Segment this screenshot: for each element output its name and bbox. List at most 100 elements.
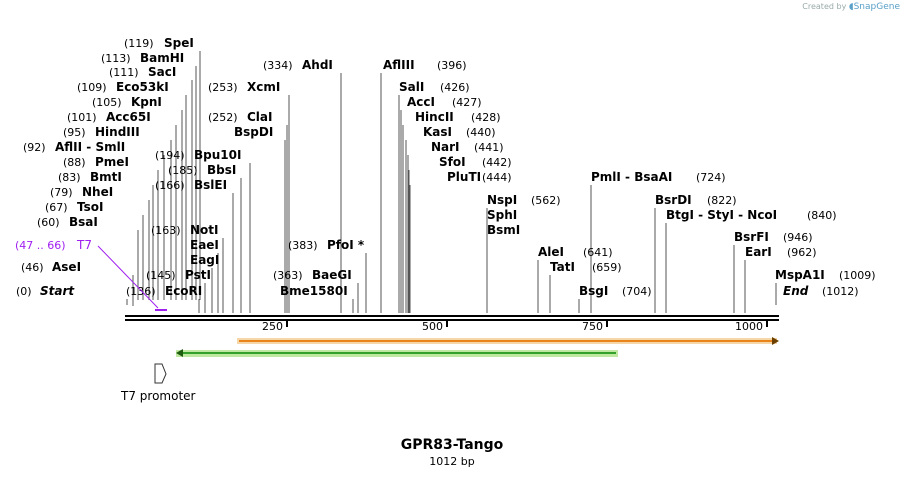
site-name-xcmi[interactable]: XcmI [247,80,280,94]
site-position-sfoi: (442) [482,156,512,169]
site-name-afliii[interactable]: AflIII [383,58,415,72]
snapgene-logo-icon: ◖ [848,2,854,12]
site-position-mspa1i: (1009) [839,269,876,282]
site-name-sfoi[interactable]: SfoI [439,155,466,169]
site-position-nspi: (562) [531,194,561,207]
site-name-aflii-smli[interactable]: AflII - SmlI [55,140,125,154]
site-name-clai[interactable]: ClaI [247,110,272,124]
site-name-nspi[interactable]: NspI [487,193,517,207]
site-name-nhei[interactable]: NheI [82,185,113,199]
site-name-bme1580i[interactable]: Bme1580I [280,284,348,298]
site-name-eaei[interactable]: EaeI [190,238,219,252]
primer-t7-range: (47 .. 66) [15,239,66,252]
site-name-ahdi[interactable]: AhdI [302,58,333,72]
site-position-asei: (46) [21,261,44,274]
site-name-spei[interactable]: SpeI [164,36,194,50]
site-name-pfoi[interactable]: PfoI * [327,238,365,252]
site-name-bsmi[interactable]: BsmI [487,223,520,237]
site-position-ecori: (136) [126,285,156,298]
site-position-aflii-smli: (92) [23,141,46,154]
site-position-tati: (659) [592,261,622,274]
site-name-tsoi[interactable]: TsoI [77,200,103,214]
site-name-pmli-bsaai[interactable]: PmlI - BsaAI [591,170,672,184]
map-length: 1012 bp [429,455,475,468]
site-position-bmti: (83) [58,171,81,184]
site-name-asei[interactable]: AseI [52,260,81,274]
site-position-bsgi: (704) [622,285,652,298]
site-position-start: (0) [16,285,32,298]
credit-prefix: Created by [802,2,847,11]
site-name-bspdi[interactable]: BspDI [234,125,273,139]
site-name-start[interactable]: Start [40,284,75,298]
site-position-kpni: (105) [92,96,122,109]
site-name-psti[interactable]: PstI [185,268,211,282]
site-name-bsrdi[interactable]: BsrDI [655,193,692,207]
site-name-ecori[interactable]: EcoRI [165,284,202,298]
site-position-kasi: (440) [466,126,496,139]
site-name-eco53ki[interactable]: Eco53kI [116,80,169,94]
site-position-end: (1012) [822,285,859,298]
site-name-acci[interactable]: AccI [407,95,435,109]
site-name-saci[interactable]: SacI [148,65,176,79]
axis-tick-label: 250 [262,320,283,333]
site-name-kasi[interactable]: KasI [423,125,452,139]
site-position-tsoi: (67) [45,201,68,214]
site-name-baegi[interactable]: BaeGI [312,268,352,282]
site-name-bsai[interactable]: BsaI [69,215,98,229]
site-name-bmti[interactable]: BmtI [90,170,122,184]
axis-ticks: 250 500 750 1000 [262,320,768,333]
site-name-sphi[interactable]: SphI [487,208,517,222]
site-name-bbsi[interactable]: BbsI [207,163,236,177]
site-name-bpu10i[interactable]: Bpu10I [194,148,241,162]
site-name-mspa1i[interactable]: MspA1I [775,268,825,282]
site-name-kpni[interactable]: KpnI [131,95,162,109]
map-title: GPR83-Tango [400,437,504,453]
site-position-nari: (441) [474,141,504,154]
site-name-pmei[interactable]: PmeI [95,155,129,169]
site-name-noti[interactable]: NotI [190,223,219,237]
site-name-hincii[interactable]: HincII [415,110,454,124]
credit-brand: SnapGene [853,2,900,12]
site-name-bsgi[interactable]: BsgI [579,284,608,298]
site-name-eagi[interactable]: EagI [190,253,219,267]
site-position-psti: (145) [146,269,176,282]
site-name-eari[interactable]: EarI [745,245,772,259]
site-position-pluti: (444) [482,171,512,184]
site-position-baegi: (363) [273,269,303,282]
site-position-afliii: (396) [437,59,467,72]
site-name-sali[interactable]: SalI [399,80,424,94]
primer-t7-bar[interactable] [155,309,167,311]
site-position-bpu10i: (194) [155,149,185,162]
t7-promoter-shape[interactable] [154,363,167,384]
green-feature-arrowhead [176,349,183,357]
site-name-bslei[interactable]: BslEI [194,178,227,192]
site-position-nhei: (79) [50,186,73,199]
site-name-hindiii[interactable]: HindIII [95,125,140,139]
site-position-clai: (252) [208,111,238,124]
site-name-pluti[interactable]: PluTI [447,170,481,184]
site-name-btgi-styi-ncoi[interactable]: BtgI - StyI - NcoI [666,208,777,222]
site-position-sali: (426) [440,81,470,94]
site-position-pfoi: (383) [288,239,318,252]
orange-feature-arrowhead [772,337,779,345]
site-position-acci: (427) [452,96,482,109]
site-position-eari: (962) [787,246,817,259]
axis-tick-label: 1000 [735,320,763,333]
site-position-bsrfi: (946) [783,231,813,244]
site-name-acc65i[interactable]: Acc65I [106,110,151,124]
site-name-bamhi[interactable]: BamHI [140,51,184,65]
site-position-hincii: (428) [471,111,501,124]
site-position-alei: (641) [583,246,613,259]
site-name-nari[interactable]: NarI [431,140,460,154]
site-name-alei[interactable]: AleI [538,245,564,259]
site-position-acc65i: (101) [67,111,97,124]
site-name-tati[interactable]: TatI [550,260,575,274]
site-name-end[interactable]: End [783,284,809,298]
site-position-ahdi: (334) [263,59,293,72]
primer-t7-leader [97,245,159,309]
site-position-btgi-styi-ncoi: (840) [807,209,837,222]
site-position-xcmi: (253) [208,81,238,94]
site-name-bsrfi[interactable]: BsrFI [734,230,769,244]
site-position-bsrdi: (822) [707,194,737,207]
axis-tick-label: 750 [582,320,603,333]
